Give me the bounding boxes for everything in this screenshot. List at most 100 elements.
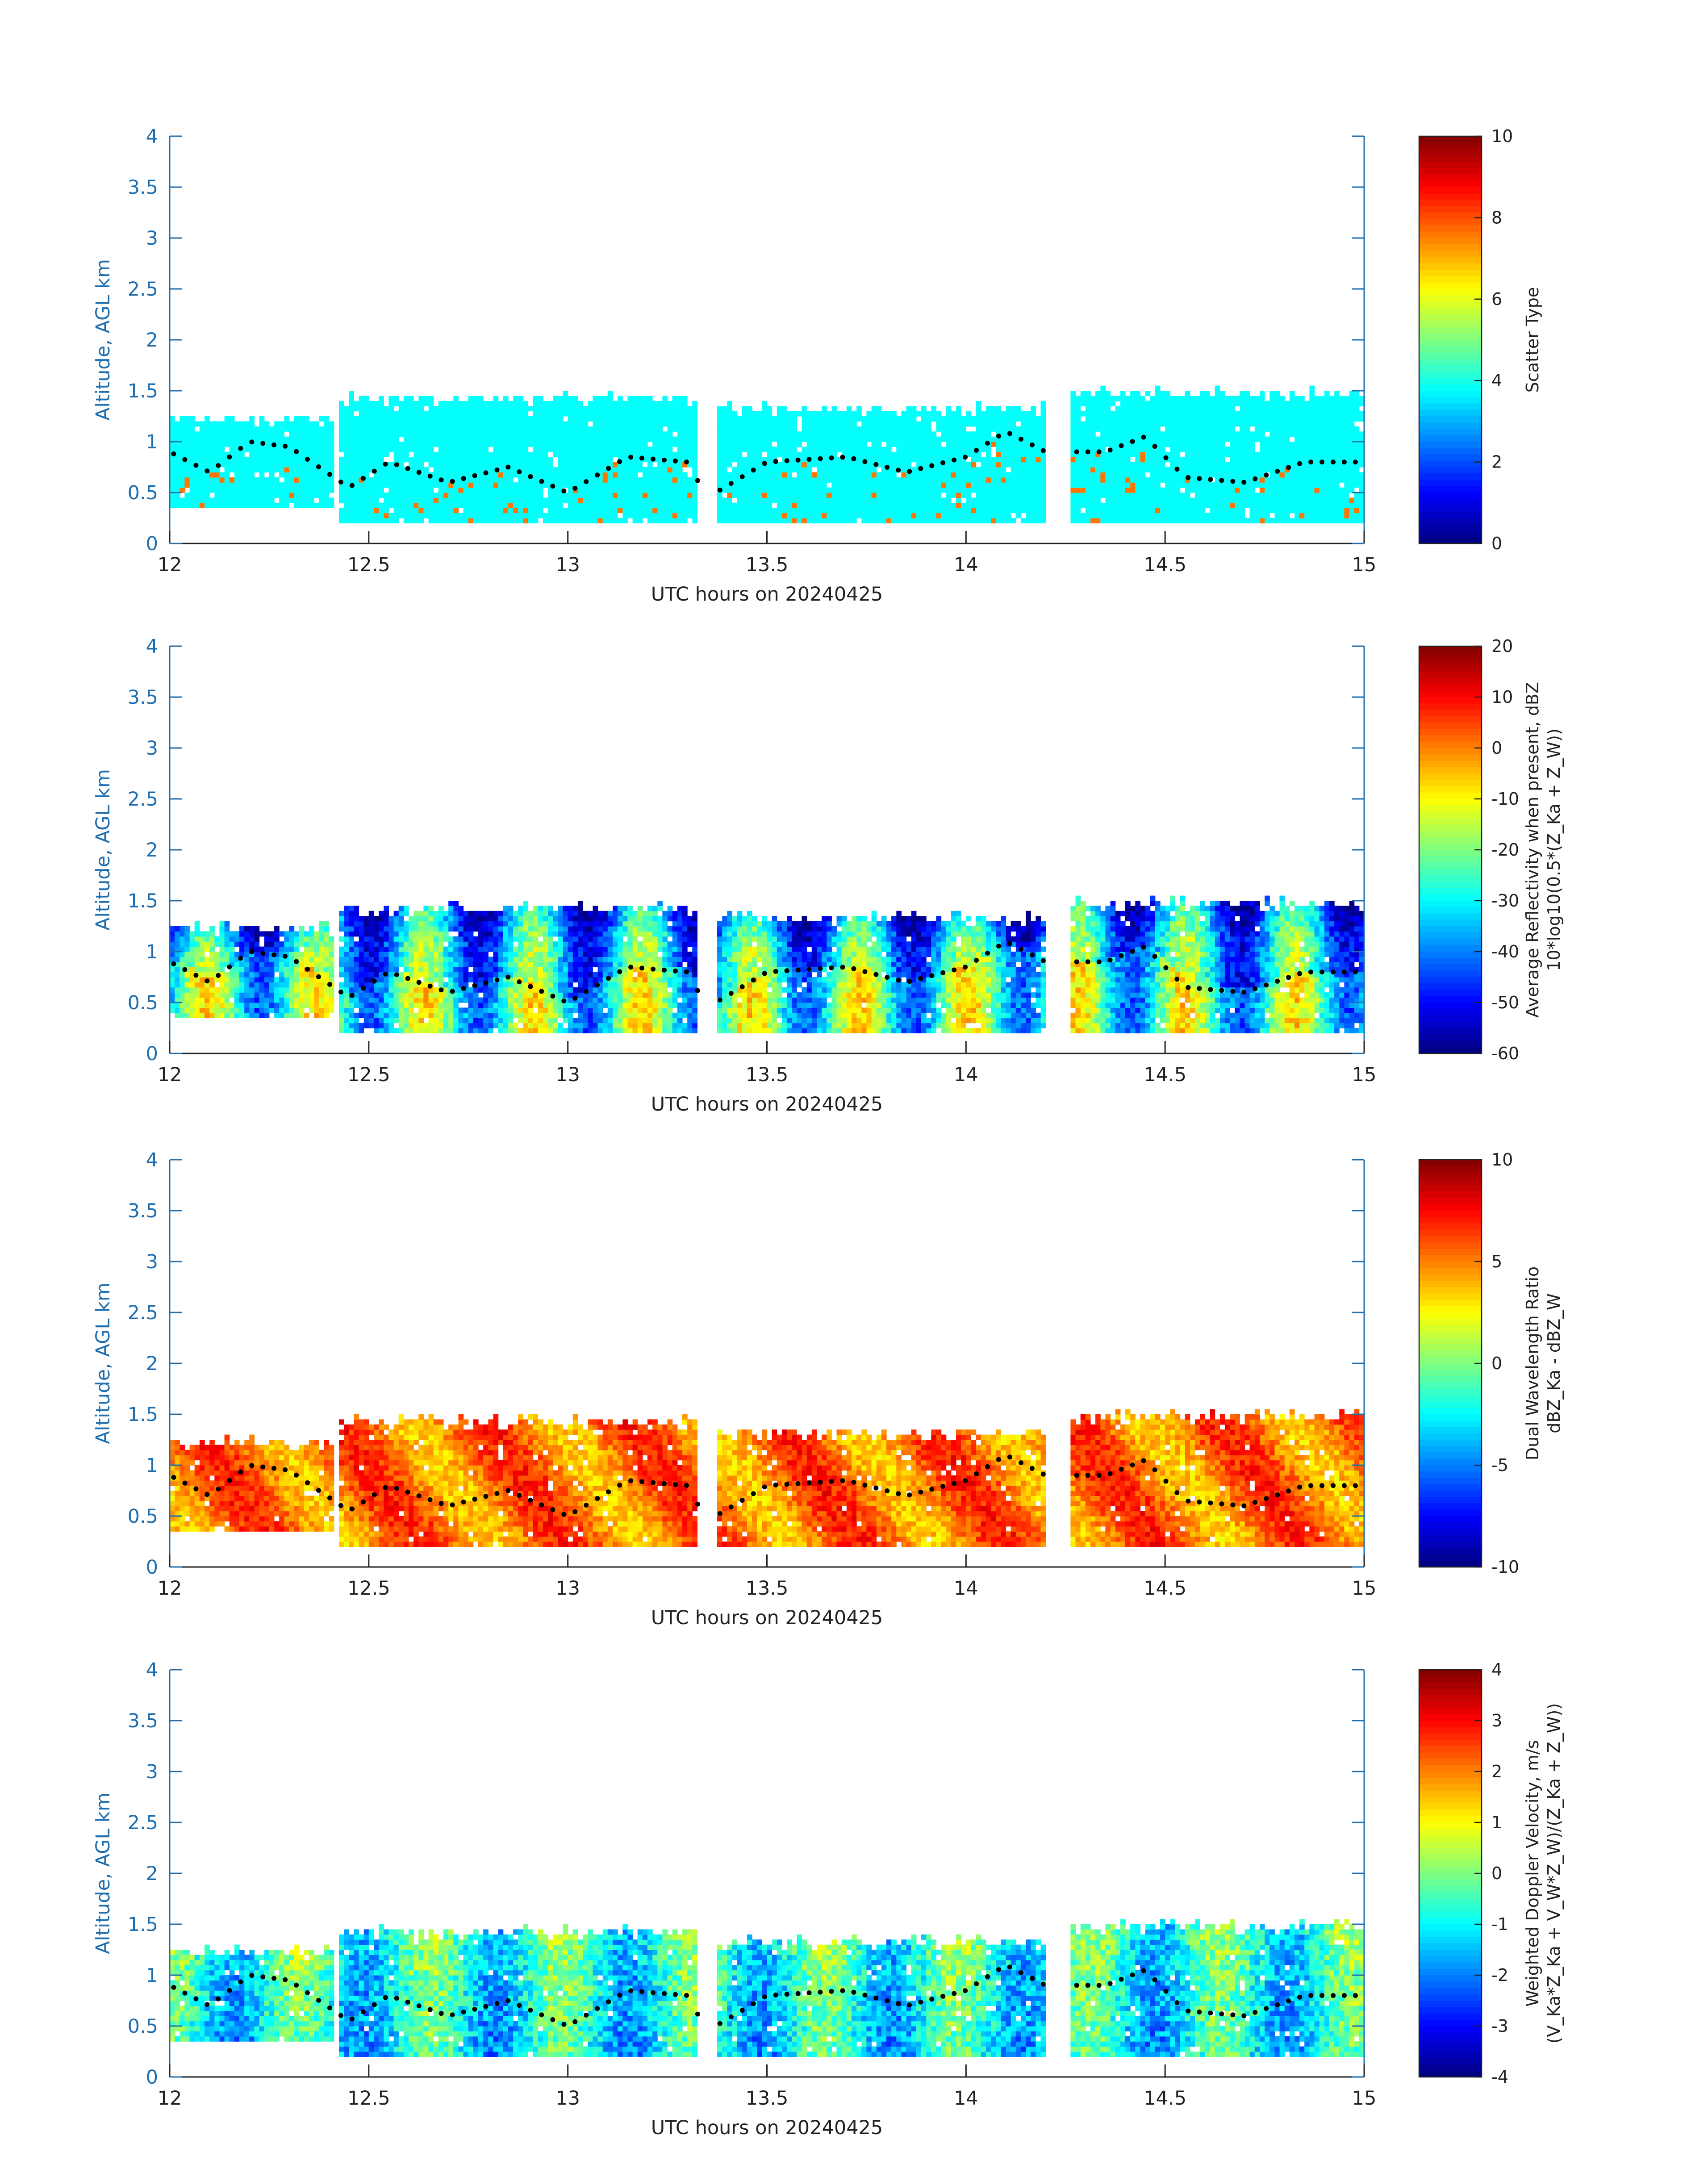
heatmap-cell xyxy=(1195,406,1200,412)
heatmap-cell xyxy=(1304,416,1310,422)
heatmap-cell xyxy=(324,416,330,422)
heatmap-cell xyxy=(722,426,727,432)
heatmap-cell xyxy=(1140,508,1146,514)
heatmap-cell xyxy=(518,513,523,518)
heatmap-cell xyxy=(433,416,439,422)
heatmap-cell xyxy=(1329,497,1335,503)
heatmap-cell xyxy=(1309,497,1315,503)
heatmap-cell xyxy=(1130,431,1136,437)
heatmap-cell xyxy=(1105,513,1111,518)
heatmap-cell xyxy=(762,482,768,488)
heatmap-cell xyxy=(205,416,210,422)
heatmap-cell xyxy=(672,518,678,523)
heatmap-cell xyxy=(1015,502,1021,508)
heatmap-cell xyxy=(657,406,663,412)
heatmap-cell xyxy=(398,472,404,478)
heatmap-cell xyxy=(657,426,663,432)
heatmap-cell xyxy=(388,518,394,523)
heatmap-cell xyxy=(483,451,489,457)
heatmap-cell xyxy=(1020,442,1026,447)
heatmap-cell xyxy=(1215,513,1220,518)
heatmap-cell xyxy=(1259,447,1265,452)
heatmap-cell xyxy=(219,472,225,478)
heatmap-cell xyxy=(398,401,404,406)
heatmap-cell xyxy=(802,457,807,463)
heatmap-cell xyxy=(1100,487,1106,493)
heatmap-cell xyxy=(289,493,295,498)
heatmap-cell xyxy=(936,487,942,493)
heatmap-cell xyxy=(309,457,314,463)
heatmap-cell xyxy=(1314,472,1320,478)
heatmap-cell xyxy=(732,416,738,422)
heatmap-cell xyxy=(354,472,359,478)
heatmap-cell xyxy=(752,416,757,422)
heatmap-cell xyxy=(329,447,334,452)
heatmap-cell xyxy=(602,431,608,437)
heatmap-cell xyxy=(817,493,822,498)
heatmap-cell xyxy=(1070,477,1076,483)
heatmap-cell xyxy=(1254,436,1260,442)
heatmap-cell xyxy=(1244,436,1250,442)
heatmap-cell xyxy=(1105,508,1111,514)
heatmap-cell xyxy=(1304,467,1310,472)
heatmap-cell xyxy=(1020,518,1026,523)
heatmap-cell xyxy=(986,457,991,463)
heatmap-cell xyxy=(657,447,663,452)
heatmap-cell xyxy=(1150,493,1156,498)
heatmap-cell xyxy=(742,431,748,437)
heatmap-cell xyxy=(1145,436,1151,442)
heatmap-cell xyxy=(632,487,638,493)
heatmap-cell xyxy=(896,451,902,457)
heatmap-cell xyxy=(1140,457,1146,463)
heatmap-cell xyxy=(891,482,897,488)
heatmap-cell xyxy=(781,508,787,514)
heatmap-cell xyxy=(458,426,464,432)
heatmap-cell xyxy=(384,482,389,488)
heatmap-cell xyxy=(473,447,479,452)
heatmap-cell xyxy=(1314,497,1320,503)
heatmap-cell xyxy=(777,421,782,427)
heatmap-cell xyxy=(513,467,518,472)
heatmap-cell xyxy=(822,487,827,493)
heatmap-cell xyxy=(991,462,996,468)
heatmap-cell xyxy=(1270,482,1275,488)
heatmap-cell xyxy=(1224,411,1230,417)
heatmap-cell xyxy=(409,462,414,468)
heatmap-cell xyxy=(528,518,534,523)
heatmap-cell xyxy=(344,462,349,468)
heatmap-cell xyxy=(473,502,479,508)
heatmap-cell xyxy=(906,487,912,493)
heatmap-cell xyxy=(1085,436,1091,442)
heatmap-cell xyxy=(1150,416,1156,422)
heatmap-cell xyxy=(806,411,812,417)
heatmap-cell xyxy=(388,477,394,483)
heatmap-cell xyxy=(523,462,529,468)
heatmap-cell xyxy=(508,508,514,514)
heatmap-cell xyxy=(299,497,305,503)
heatmap-cell xyxy=(264,447,270,452)
heatmap-cell xyxy=(523,497,529,503)
heatmap-cell xyxy=(1115,447,1121,452)
heatmap-cell xyxy=(294,426,300,432)
heatmap-cell xyxy=(1135,431,1140,437)
heatmap-cell xyxy=(523,482,529,488)
heatmap-cell xyxy=(1215,401,1220,406)
heatmap-cell xyxy=(921,416,927,422)
heatmap-cell xyxy=(1230,487,1235,493)
heatmap-cell xyxy=(1295,406,1300,412)
heatmap-cell xyxy=(259,457,265,463)
heatmap-cell xyxy=(1015,467,1021,472)
heatmap-cell xyxy=(1274,447,1280,452)
heatmap-cell xyxy=(1160,442,1165,447)
heatmap-cell xyxy=(583,493,588,498)
heatmap-cell xyxy=(1329,518,1335,523)
heatmap-cell xyxy=(871,493,877,498)
heatmap-cell xyxy=(503,416,509,422)
heatmap-cell xyxy=(881,467,887,472)
heatmap-cell xyxy=(677,487,683,493)
heatmap-cell xyxy=(324,482,330,488)
heatmap-cell xyxy=(747,431,752,437)
heatmap-cell xyxy=(180,421,185,427)
heatmap-cell xyxy=(488,436,493,442)
heatmap-cell xyxy=(787,518,792,523)
